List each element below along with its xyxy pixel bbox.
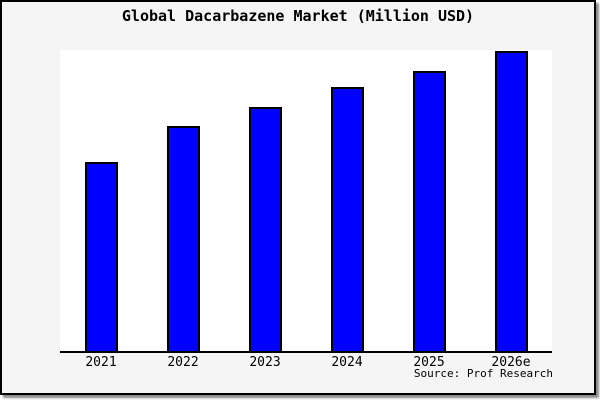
x-tick-label-2025: 2025	[413, 355, 445, 370]
x-tick-label-2023: 2023	[249, 355, 281, 370]
bar-2026e	[494, 51, 528, 351]
chart-title: Global Dacarbazene Market (Million USD)	[121, 7, 475, 25]
bar-2023	[248, 107, 282, 351]
plot-area	[60, 50, 552, 353]
source-text: Source: Prof Research	[413, 367, 553, 380]
bar-2022	[166, 126, 200, 351]
x-tick-label-2021: 2021	[85, 355, 117, 370]
bar-2025	[412, 71, 446, 351]
x-tick-label-2026e: 2026e	[491, 355, 531, 370]
x-tick-label-2022: 2022	[167, 355, 199, 370]
bar-2021	[84, 162, 118, 351]
bar-2024	[330, 87, 364, 351]
x-tick-label-2024: 2024	[331, 355, 363, 370]
x-axis-labels: 2021 2022 2023 2024 2025 2026e	[60, 355, 552, 371]
